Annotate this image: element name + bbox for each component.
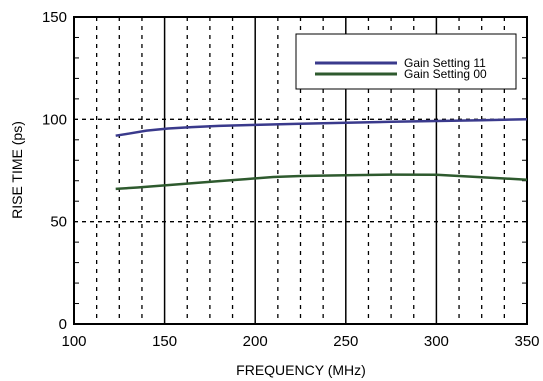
minor-grid [74, 17, 527, 324]
legend-label-gain-setting-00: Gain Setting 00 [404, 67, 487, 81]
x-axis-title: FREQUENCY (MHz) [236, 362, 366, 378]
y-axis-title: RISE TIME (ps) [9, 121, 25, 219]
series-line-gain-setting-00 [115, 173, 528, 191]
y-tick-label: 100 [42, 111, 67, 128]
x-tick-label: 300 [424, 333, 449, 350]
series-line-gain-setting-11 [115, 118, 528, 137]
series-layer [115, 118, 528, 191]
x-tick-label: 250 [333, 333, 358, 350]
legend: Gain Setting 11 Gain Setting 00 [295, 33, 517, 90]
x-tick-label: 200 [243, 333, 268, 350]
major-grid [74, 17, 527, 324]
y-tick-label: 50 [50, 214, 67, 231]
x-tick-labels: 100 150 200 250 300 350 [61, 333, 539, 350]
legend-label-gain-setting-11: Gain Setting 11 [404, 56, 486, 70]
x-tick-label: 350 [514, 333, 539, 350]
y-tick-labels: 0 50 100 150 [42, 9, 67, 333]
y-tick-label: 0 [59, 316, 67, 333]
x-tick-label: 100 [61, 333, 86, 350]
x-tick-label: 150 [152, 333, 177, 350]
y-tick-label: 150 [42, 9, 67, 26]
